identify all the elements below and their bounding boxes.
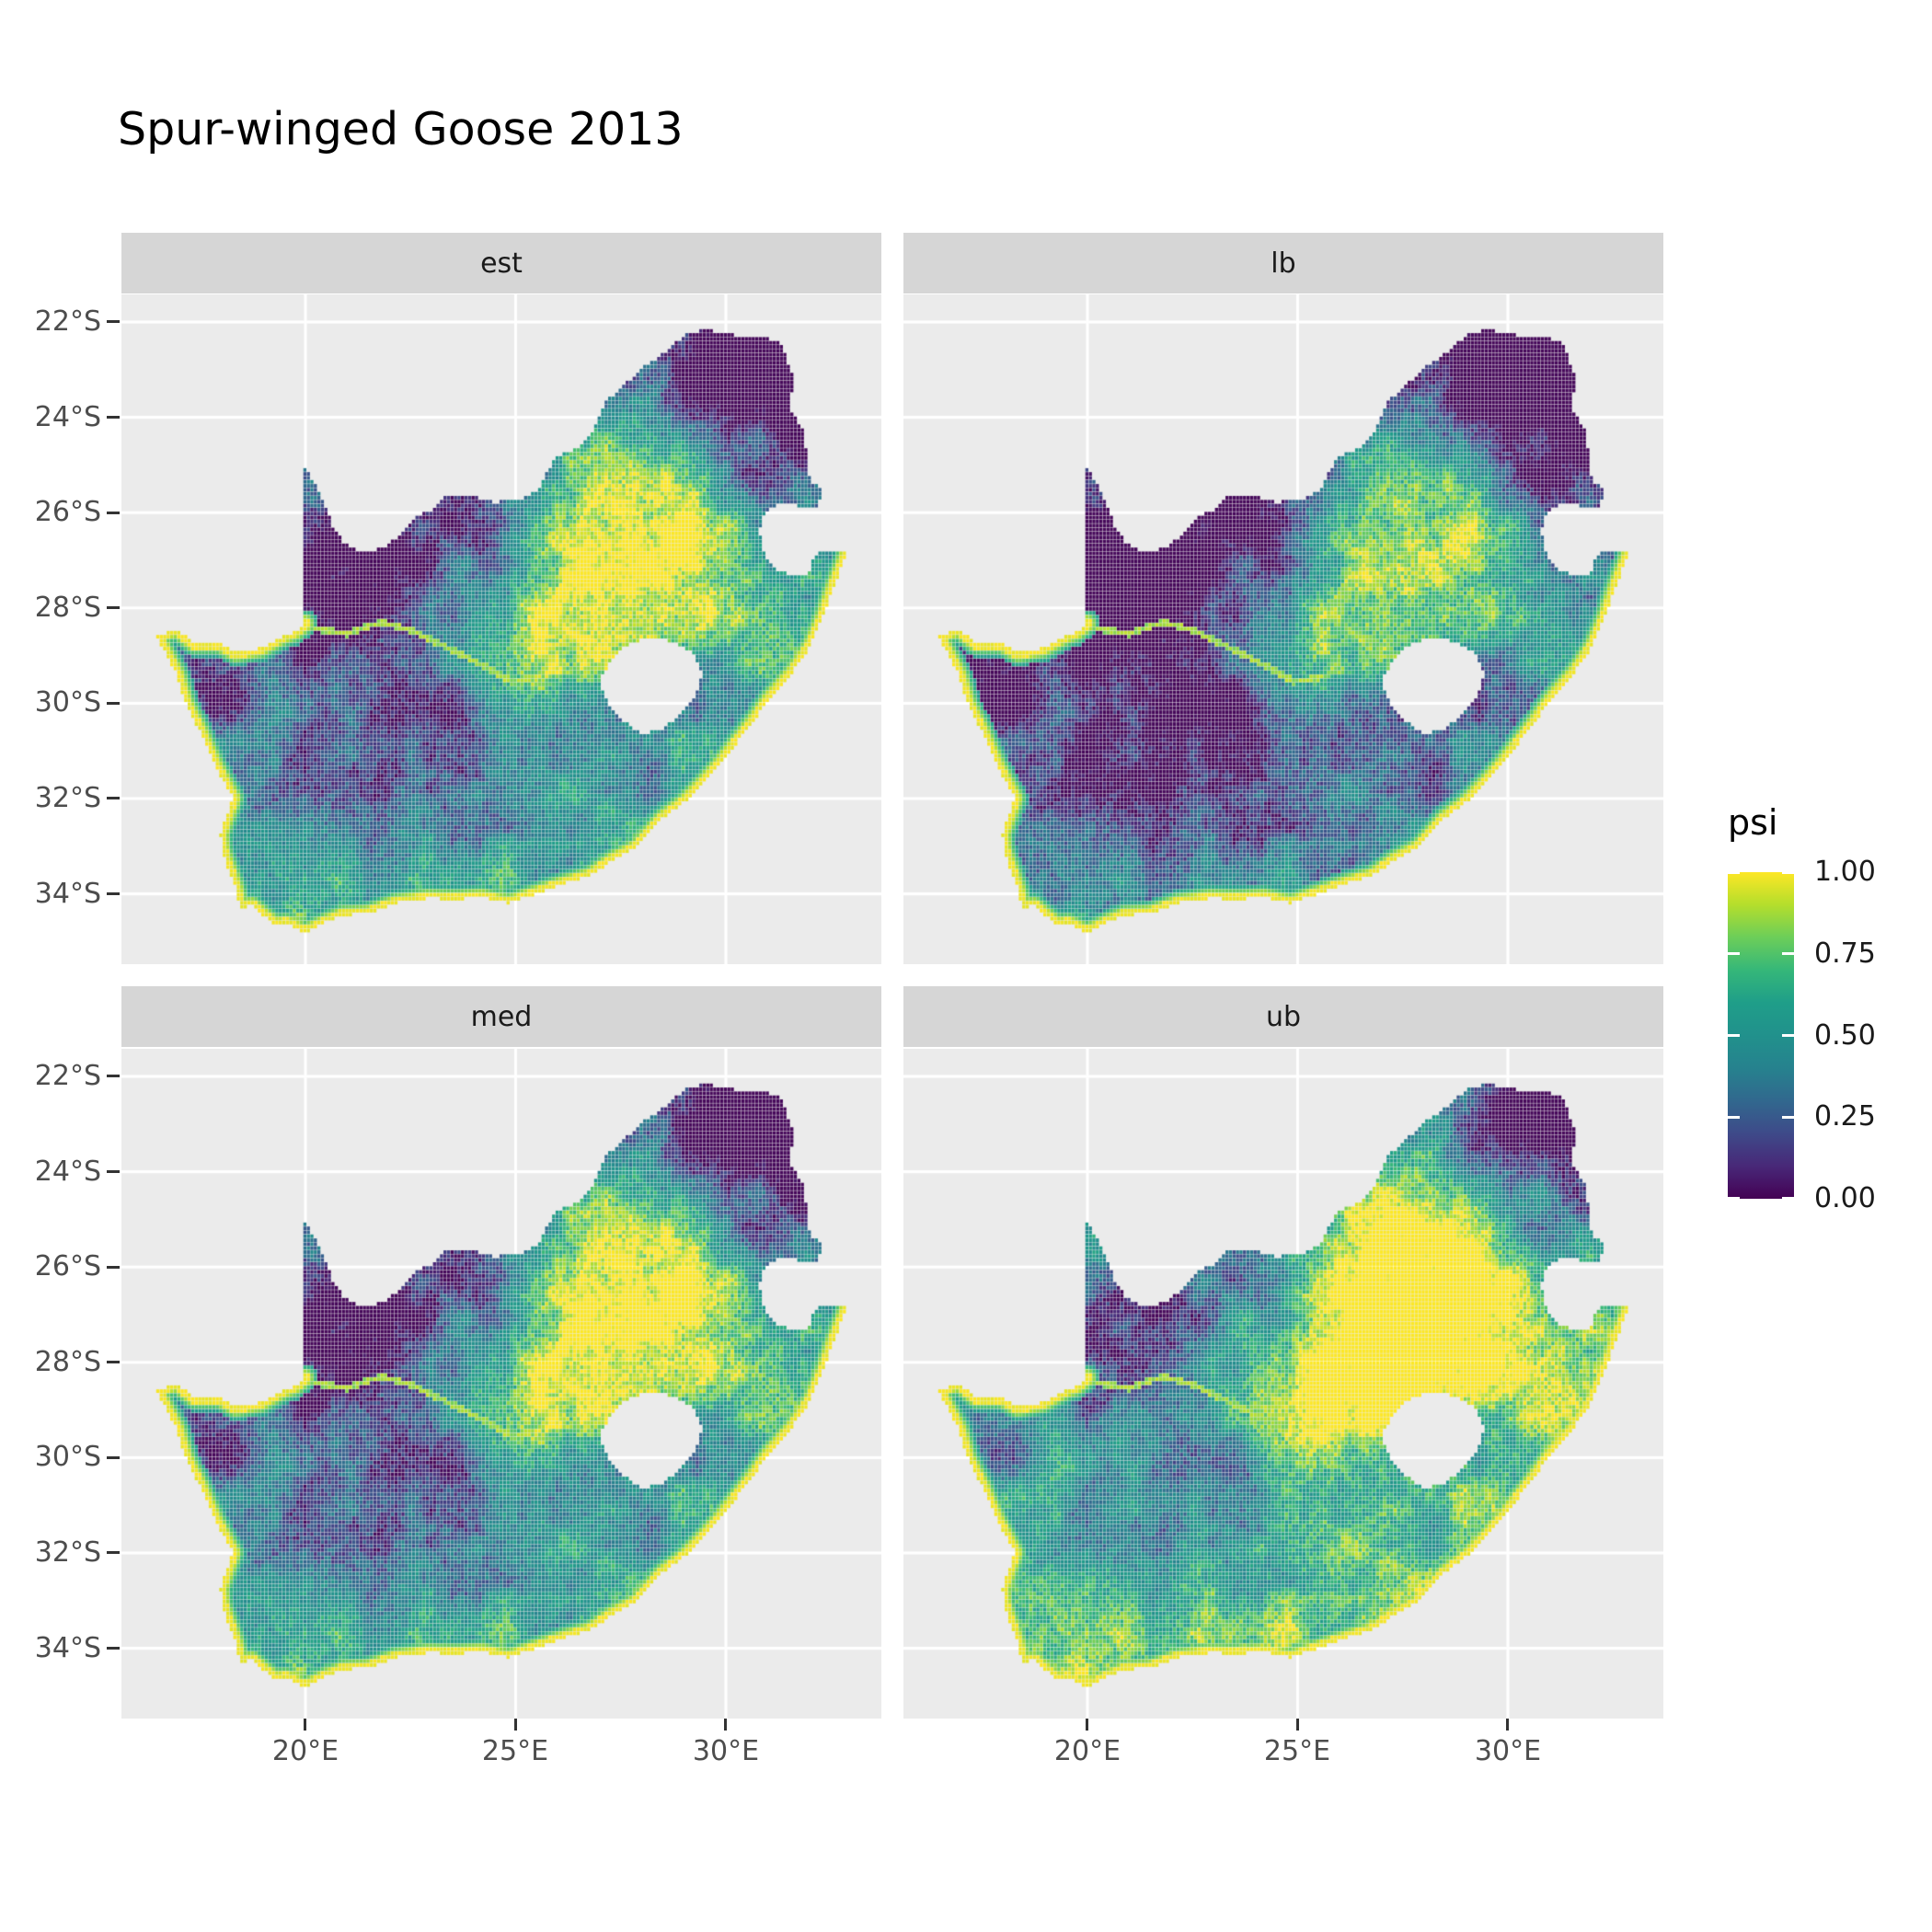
facet-strip-label: ub <box>1265 1000 1302 1033</box>
legend-tick <box>1782 952 1794 955</box>
x-axis-label: 30°E <box>1474 1735 1542 1767</box>
x-axis-label: 20°E <box>271 1735 339 1767</box>
x-tick <box>1506 1719 1509 1731</box>
y-tick <box>107 512 120 514</box>
x-axis-label: 30°E <box>692 1735 760 1767</box>
facet-strip-label: est <box>480 247 523 280</box>
y-axis-label: 22°S <box>34 1060 101 1092</box>
legend-tick <box>1728 1034 1740 1037</box>
y-axis-label: 26°S <box>34 1250 101 1282</box>
y-tick <box>107 1551 120 1554</box>
y-axis-label: 24°S <box>34 1156 101 1188</box>
legend-label: 1.00 <box>1814 856 1876 888</box>
legend-tick <box>1782 1034 1794 1037</box>
facet-strip-ub: ub <box>903 986 1663 1047</box>
y-tick <box>107 1170 120 1173</box>
x-axis-label: 25°E <box>1263 1735 1331 1767</box>
legend-label: 0.50 <box>1814 1019 1876 1052</box>
x-tick <box>1086 1719 1088 1731</box>
y-axis-label: 34°S <box>34 1632 101 1664</box>
y-tick <box>107 797 120 799</box>
y-axis-label: 24°S <box>34 401 101 433</box>
legend-title: psi <box>1728 802 1778 843</box>
facet-strip-med: med <box>121 986 881 1047</box>
legend-tick <box>1782 1197 1794 1200</box>
legend-label: 0.25 <box>1814 1100 1876 1133</box>
y-axis-label: 28°S <box>34 1346 101 1378</box>
y-axis-label: 22°S <box>34 305 101 338</box>
map-panel-ub <box>903 1049 1663 1719</box>
legend-label: 0.75 <box>1814 937 1876 970</box>
y-axis-label: 26°S <box>34 496 101 528</box>
facet-strip-label: lb <box>1271 247 1296 280</box>
y-tick <box>107 1361 120 1363</box>
y-tick <box>107 1647 120 1650</box>
x-tick <box>1296 1719 1299 1731</box>
legend-tick <box>1728 1197 1740 1200</box>
map-panel-med <box>121 1049 881 1719</box>
y-tick <box>107 606 120 609</box>
x-tick <box>724 1719 727 1731</box>
x-tick <box>304 1719 306 1731</box>
y-axis-label: 32°S <box>34 782 101 814</box>
legend-tick <box>1728 952 1740 955</box>
x-axis-label: 20°E <box>1053 1735 1121 1767</box>
map-panel-lb <box>903 294 1663 964</box>
y-axis-label: 30°S <box>34 1441 101 1473</box>
y-axis-label: 34°S <box>34 878 101 910</box>
y-tick <box>107 320 120 323</box>
page-title: Spur-winged Goose 2013 <box>118 103 684 155</box>
y-tick <box>107 1075 120 1077</box>
facet-strip-est: est <box>121 233 881 293</box>
legend-tick <box>1728 871 1740 874</box>
legend-tick <box>1782 871 1794 874</box>
legend-label: 0.00 <box>1814 1182 1876 1214</box>
y-tick <box>107 416 120 419</box>
y-axis-label: 28°S <box>34 592 101 624</box>
y-axis-label: 30°S <box>34 686 101 719</box>
y-tick <box>107 702 120 705</box>
y-axis-label: 32°S <box>34 1536 101 1569</box>
facet-strip-lb: lb <box>903 233 1663 293</box>
y-tick <box>107 1266 120 1269</box>
facet-strip-label: med <box>470 1000 533 1033</box>
y-tick <box>107 1456 120 1459</box>
x-axis-label: 25°E <box>481 1735 549 1767</box>
legend-tick <box>1728 1116 1740 1119</box>
map-panel-est <box>121 294 881 964</box>
legend-tick <box>1782 1116 1794 1119</box>
y-tick <box>107 892 120 895</box>
x-tick <box>514 1719 517 1731</box>
